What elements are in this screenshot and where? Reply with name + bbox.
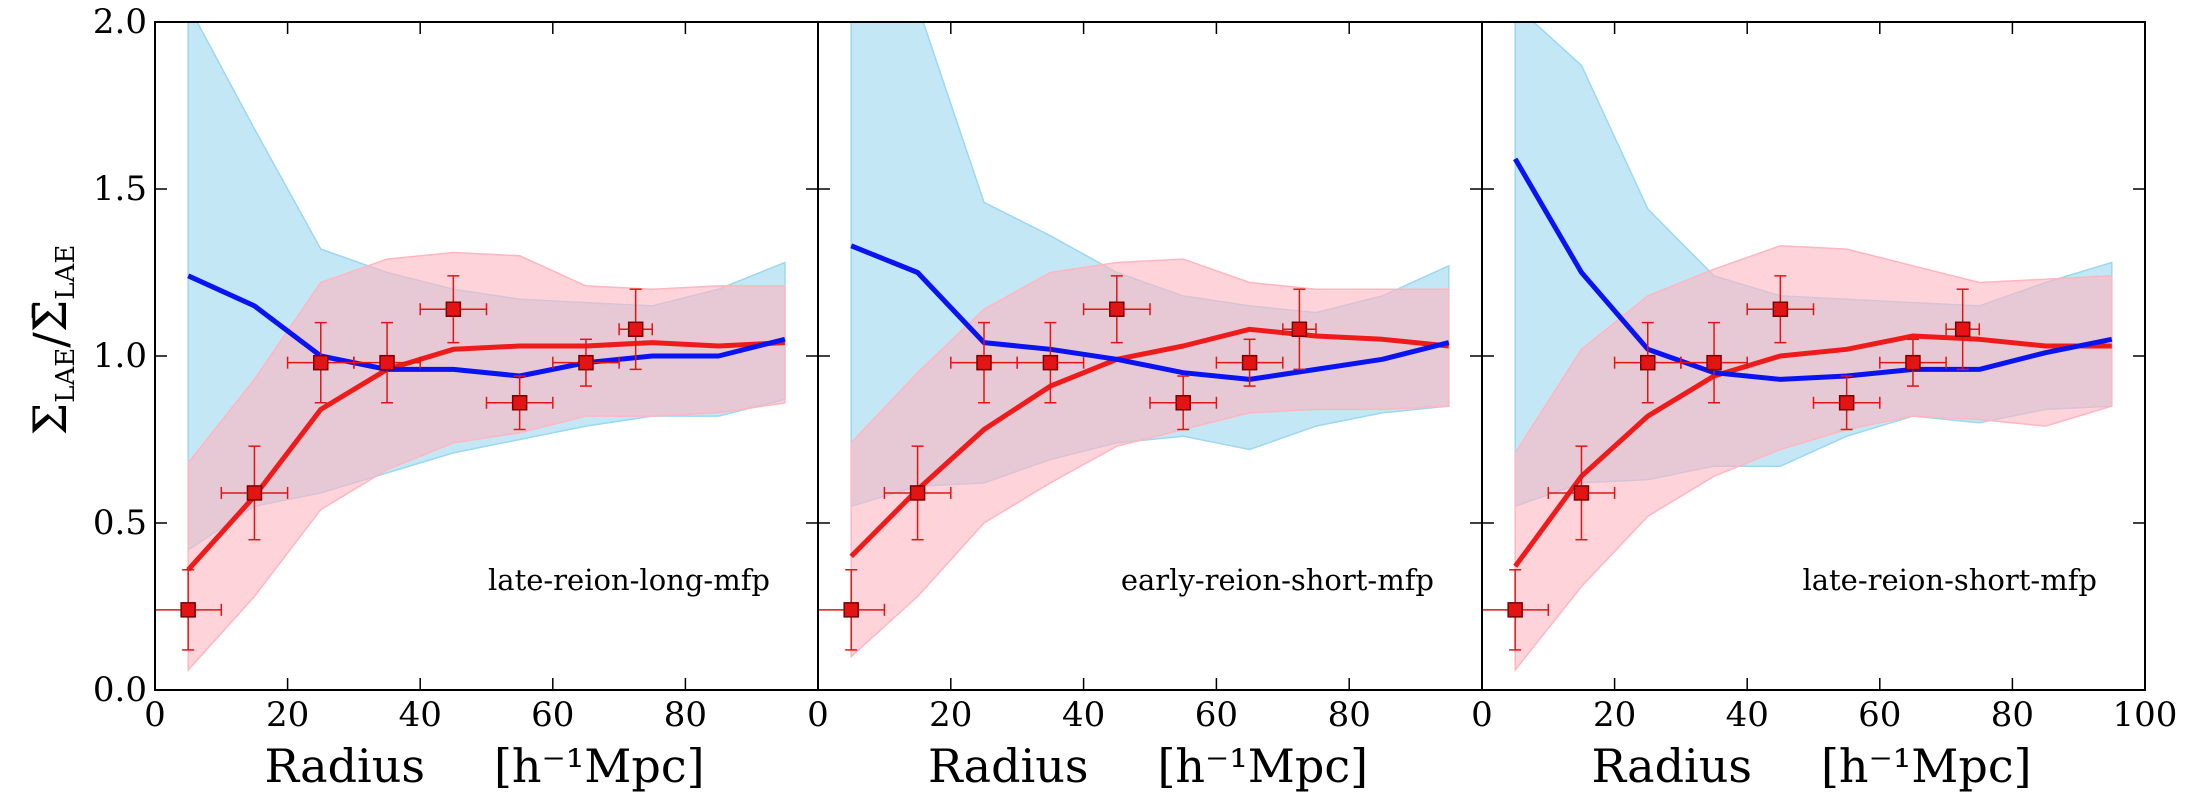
data-point xyxy=(1680,321,1748,404)
red-model-line xyxy=(849,326,1450,559)
square-marker xyxy=(1838,395,1855,411)
x-axis-title: Radius [h⁻¹Mpc] xyxy=(1591,739,2031,793)
x-tick-label: 0 xyxy=(144,695,166,735)
x-tick-label: 60 xyxy=(1195,695,1238,735)
square-marker xyxy=(1905,354,1921,371)
data-point xyxy=(552,338,620,387)
blue-model-line xyxy=(850,243,1450,382)
x-tick-label: 0 xyxy=(1471,695,1493,735)
square-marker xyxy=(313,354,329,371)
square-marker xyxy=(1042,354,1059,371)
data-point xyxy=(950,321,1018,404)
square-marker xyxy=(627,321,644,338)
square-marker xyxy=(511,395,528,411)
data-point xyxy=(1945,288,1980,371)
data-point xyxy=(883,445,952,541)
square-marker xyxy=(578,354,594,371)
data-point xyxy=(1482,569,1550,651)
square-marker xyxy=(1175,395,1191,411)
x-tick-label: 40 xyxy=(399,695,442,735)
blue-model-line xyxy=(187,273,786,379)
y-tick-label: 1.5 xyxy=(93,169,147,209)
square-marker xyxy=(843,602,859,618)
red-model-line xyxy=(186,340,786,572)
data-point xyxy=(1812,375,1881,431)
data-point xyxy=(419,275,488,344)
square-marker xyxy=(1241,354,1258,371)
x-tick-label: 80 xyxy=(664,695,707,735)
x-tick-label: 100 xyxy=(2113,695,2178,735)
x-tick-label: 60 xyxy=(531,695,574,735)
panel-late-reion-long-mfp: 0 20 40 60 80 0.0 0.5 1.0 1.5 2.0 late-reion-long-… xyxy=(93,2,819,793)
data-point xyxy=(1016,321,1085,404)
data-point xyxy=(286,321,355,404)
y-tick-label: 0.0 xyxy=(93,670,147,710)
data-point xyxy=(155,569,223,651)
data-point xyxy=(818,569,886,651)
panel-label: late-reion-long-mfp xyxy=(488,563,770,597)
square-marker xyxy=(909,485,926,501)
x-tick-label: 20 xyxy=(1593,695,1636,735)
x-tick-label: 80 xyxy=(1991,695,2034,735)
panel-plot-area xyxy=(155,22,786,672)
data-point xyxy=(1082,275,1151,344)
data-point xyxy=(485,375,554,431)
square-marker xyxy=(1573,485,1590,501)
square-marker xyxy=(1109,301,1125,317)
data-point xyxy=(618,288,653,371)
data-point xyxy=(1282,288,1317,371)
y-tick-label: 0.5 xyxy=(93,503,147,543)
panel-plot-area xyxy=(1482,22,2113,673)
square-marker xyxy=(976,354,992,371)
panel-late-reion-short-mfp: 0 20 40 60 80 100 late-reion-short-mfp Radius [… xyxy=(1471,21,2178,793)
plot-layer: 0 20 40 60 80 0.0 0.5 1.0 1.5 2.0 late-reion-long-… xyxy=(93,2,2178,793)
y-axis-label: ΣLAE/Σ̄LAE xyxy=(23,245,81,436)
panel-label: early-reion-short-mfp xyxy=(1121,563,1434,597)
panel-label: late-reion-short-mfp xyxy=(1802,563,2097,597)
square-marker xyxy=(379,354,395,371)
y-tick-label: 2.0 xyxy=(93,2,147,42)
x-tick-label: 80 xyxy=(1328,695,1371,735)
red-model-line xyxy=(1513,333,2112,568)
x-tick-label: 40 xyxy=(1062,695,1105,735)
data-point xyxy=(1613,321,1682,404)
panel-plot-area xyxy=(818,22,1450,659)
square-marker xyxy=(1954,321,1971,338)
data-point xyxy=(1215,338,1284,387)
panel-early-reion-short-mfp: 0 20 40 60 80 early-reion-short-mfp Radius [h⁻… xyxy=(807,21,1483,793)
square-marker xyxy=(1772,301,1789,317)
x-tick-label: 20 xyxy=(266,695,309,735)
x-tick-label: 60 xyxy=(1858,695,1901,735)
square-marker xyxy=(445,301,462,317)
square-marker xyxy=(180,602,196,618)
data-point xyxy=(353,321,421,404)
data-point xyxy=(220,445,289,541)
data-point xyxy=(1746,275,1815,344)
blue-model-line xyxy=(1513,157,2113,382)
square-marker xyxy=(1706,354,1722,371)
x-axis-title: Radius [h⁻¹Mpc] xyxy=(264,739,704,793)
x-tick-label: 0 xyxy=(807,695,829,735)
square-marker xyxy=(1640,354,1656,371)
data-point xyxy=(1879,338,1947,387)
x-tick-label: 40 xyxy=(1726,695,1769,735)
data-point xyxy=(1547,445,1616,541)
x-axis-title: Radius [h⁻¹Mpc] xyxy=(928,739,1368,793)
data-point xyxy=(1149,375,1218,431)
square-marker xyxy=(1507,602,1523,618)
x-tick-label: 20 xyxy=(929,695,972,735)
square-marker xyxy=(246,485,263,501)
y-tick-label: 1.0 xyxy=(93,336,147,376)
square-marker xyxy=(1291,321,1308,338)
